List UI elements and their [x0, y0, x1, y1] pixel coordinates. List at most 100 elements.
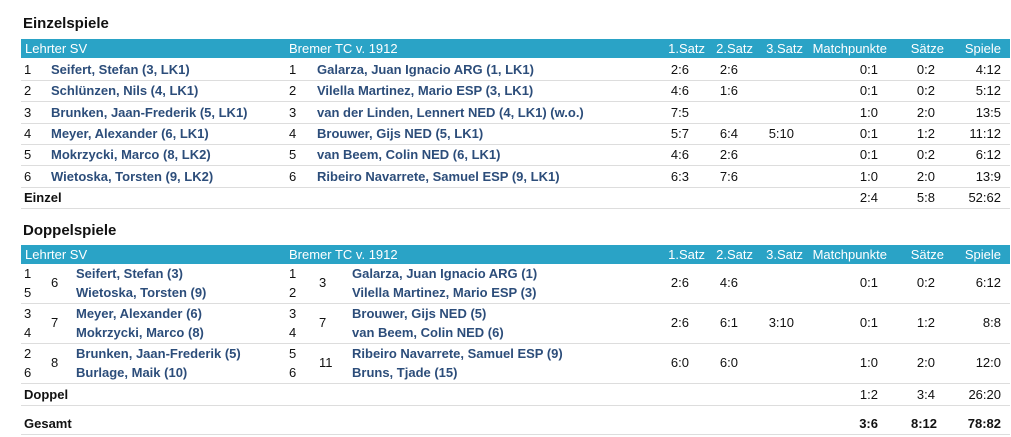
home-player-link[interactable]: Mokrzycki, Marco (8): [76, 325, 204, 340]
saetze-value: 0:2: [916, 275, 935, 290]
table-row: 4 Meyer, Alexander (6, LK1) 4 Brouwer, Gijs…: [21, 123, 1010, 145]
total-saetze: 8:12: [910, 416, 937, 431]
section-title-einzel: Einzelspiele: [23, 15, 109, 32]
away-player-link[interactable]: Vilella Martinez, Mario ESP (3, LK1): [317, 83, 534, 99]
away-rank: 6: [289, 365, 297, 380]
saetze-value: 0:2: [916, 62, 935, 77]
header-satz3: 3.Satz: [766, 41, 803, 56]
total-row: Gesamt 3:6 8:12 78:82: [21, 413, 1010, 435]
header-satz2: 2.Satz: [716, 247, 753, 262]
away-player-link[interactable]: Vilella Martinez, Mario ESP (3): [352, 285, 537, 300]
satz1-score: 4:6: [670, 83, 689, 99]
home-player-link[interactable]: Wietoska, Torsten (9, LK2): [51, 168, 214, 184]
table-row: 3 4 7 Meyer, Alexander (6) Mokrzycki, Marco …: [21, 304, 1010, 344]
matchpunkte-value: 1:0: [859, 104, 878, 120]
table-header-einzel: Lehrter SV Bremer TC v. 1912 1.Satz 2.Sa…: [21, 39, 1010, 58]
total-spiele: 78:82: [967, 416, 1001, 431]
home-player-link[interactable]: Brunken, Jaan-Frederik (5, LK1): [51, 104, 248, 120]
away-player-link[interactable]: van der Linden, Lennert NED (4, LK1) (w.…: [317, 104, 584, 120]
saetze-value: 2:0: [916, 355, 935, 370]
away-rank-sum: 11: [319, 355, 333, 370]
satz1-score: 6:3: [670, 168, 689, 184]
matchpunkte-value: 1:0: [859, 355, 878, 370]
home-player-link[interactable]: Burlage, Maik (10): [76, 365, 188, 380]
satz1-score: 2:6: [670, 315, 689, 330]
home-rank: 4: [24, 125, 32, 141]
section-title-doppel: Doppelspiele: [23, 222, 117, 239]
summary-row-doppel: Doppel 1:2 3:4 26:20: [21, 384, 1010, 406]
saetze-value: 0:2: [916, 147, 935, 163]
home-player-link[interactable]: Mokrzycki, Marco (8, LK2): [51, 147, 211, 163]
summary-spiele: 52:62: [968, 190, 1001, 205]
home-rank: 1: [24, 62, 32, 77]
away-rank: 4: [289, 325, 297, 340]
saetze-value: 1:2: [916, 125, 935, 141]
header-matchpunkte: Matchpunkte: [812, 247, 887, 262]
header-spiele: Spiele: [964, 247, 1001, 262]
home-player-link[interactable]: Meyer, Alexander (6): [76, 306, 202, 321]
satz1-score: 7:5: [670, 104, 689, 120]
summary-saetze: 3:4: [916, 387, 935, 402]
home-player-link[interactable]: Schlünzen, Nils (4, LK1): [51, 83, 199, 99]
spiele-value: 12:0: [975, 355, 1001, 370]
matchpunkte-value: 0:1: [859, 315, 878, 330]
summary-label: Doppel: [24, 387, 69, 402]
satz2-score: 4:6: [719, 275, 738, 290]
matchpunkte-value: 0:1: [859, 147, 878, 163]
away-rank: 3: [289, 306, 297, 321]
satz2-score: 6:1: [719, 315, 738, 330]
satz1-score: 4:6: [670, 147, 689, 163]
home-player-link[interactable]: Meyer, Alexander (6, LK1): [51, 125, 209, 141]
satz2-score: 1:6: [719, 83, 738, 99]
header-saetze: Sätze: [910, 247, 944, 262]
away-player-link[interactable]: van Beem, Colin NED (6): [352, 325, 504, 340]
away-rank: 5: [289, 346, 297, 361]
home-player-link[interactable]: Wietoska, Torsten (9): [76, 285, 207, 300]
away-player-link[interactable]: Bruns, Tjade (15): [352, 365, 458, 380]
home-rank-sum: 7: [51, 315, 59, 330]
header-satz1: 1.Satz: [668, 247, 705, 262]
away-player-link[interactable]: Galarza, Juan Ignacio ARG (1, LK1): [317, 62, 534, 77]
header-home-team: Lehrter SV: [25, 247, 88, 262]
satz1-score: 2:6: [670, 275, 689, 290]
header-satz1: 1.Satz: [668, 41, 705, 56]
saetze-value: 0:2: [916, 83, 935, 99]
home-player-link[interactable]: Seifert, Stefan (3, LK1): [51, 62, 190, 77]
satz2-score: 7:6: [719, 168, 738, 184]
away-player-link[interactable]: van Beem, Colin NED (6, LK1): [317, 147, 501, 163]
summary-saetze: 5:8: [916, 190, 935, 205]
header-satz3: 3.Satz: [766, 247, 803, 262]
matchpunkte-value: 0:1: [859, 275, 878, 290]
table-row: 3 Brunken, Jaan-Frederik (5, LK1) 3 van der…: [21, 102, 1010, 124]
table-row: 5 Mokrzycki, Marco (8, LK2) 5 van Beem, Col…: [21, 144, 1010, 167]
header-away-team: Bremer TC v. 1912: [289, 247, 398, 262]
home-rank: 2: [24, 83, 32, 99]
header-spiele: Spiele: [964, 41, 1001, 56]
away-player-link[interactable]: Brouwer, Gijs NED (5, LK1): [317, 125, 484, 141]
matchpunkte-value: 1:0: [859, 168, 878, 184]
away-player-link[interactable]: Brouwer, Gijs NED (5): [352, 306, 487, 321]
summary-row-einzel: Einzel 2:4 5:8 52:62: [21, 187, 1010, 209]
satz3-score: 3:10: [768, 315, 794, 330]
away-player-link[interactable]: Galarza, Juan Ignacio ARG (1): [352, 266, 538, 281]
total-matchpunkte: 3:6: [859, 416, 878, 431]
header-home-team: Lehrter SV: [25, 41, 88, 56]
total-label: Gesamt: [24, 416, 72, 431]
table-header-doppel: Lehrter SV Bremer TC v. 1912 1.Satz 2.Sa…: [21, 245, 1010, 264]
away-rank: 2: [289, 83, 297, 99]
away-rank: 1: [289, 62, 297, 77]
away-player-link[interactable]: Ribeiro Navarrete, Samuel ESP (9): [352, 346, 563, 361]
spiele-value: 8:8: [982, 315, 1001, 330]
spiele-value: 5:12: [975, 83, 1001, 99]
away-player-link[interactable]: Ribeiro Navarrete, Samuel ESP (9, LK1): [317, 168, 560, 184]
home-player-link[interactable]: Brunken, Jaan-Frederik (5): [76, 346, 241, 361]
matchpunkte-value: 0:1: [859, 83, 878, 99]
header-away-team: Bremer TC v. 1912: [289, 41, 398, 56]
home-player-link[interactable]: Seifert, Stefan (3): [76, 266, 183, 281]
satz2-score: 2:6: [719, 147, 738, 163]
satz1-score: 2:6: [670, 62, 689, 77]
home-rank: 3: [24, 104, 32, 120]
satz1-score: 6:0: [670, 355, 689, 370]
satz2-score: 6:0: [719, 355, 738, 370]
home-rank-sum: 8: [51, 355, 59, 370]
